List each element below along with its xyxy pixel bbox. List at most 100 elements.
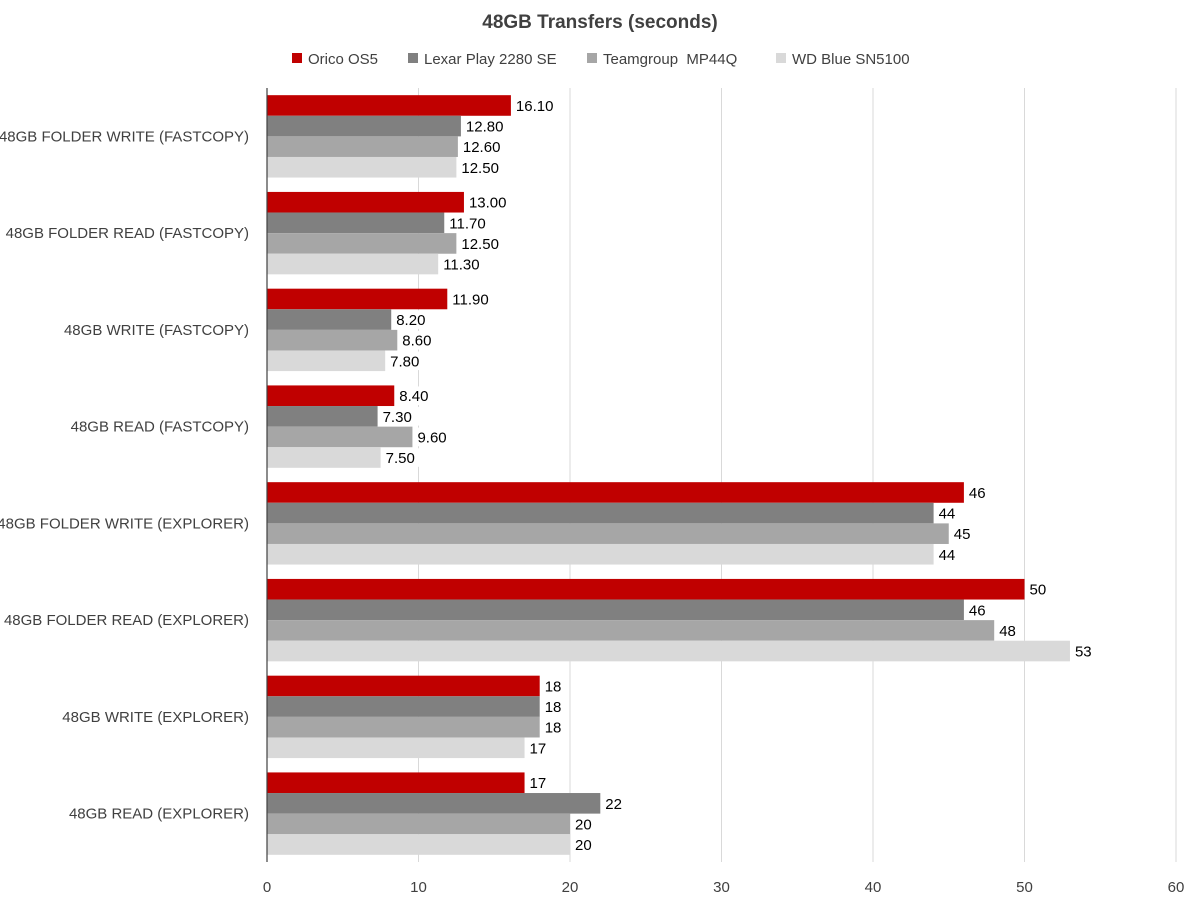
data-label-background bbox=[387, 351, 428, 371]
data-label: 11.90 bbox=[452, 291, 488, 308]
data-label-background bbox=[935, 503, 959, 523]
data-label-background bbox=[526, 738, 550, 758]
legend-swatch bbox=[776, 53, 786, 63]
data-label-background bbox=[541, 676, 565, 696]
data-label: 45 bbox=[954, 526, 971, 543]
data-label-background bbox=[393, 310, 434, 329]
x-tick-label: 20 bbox=[562, 879, 579, 896]
data-label-background bbox=[965, 483, 990, 502]
legend-label: WD Blue SN5100 bbox=[792, 51, 910, 68]
legend-swatch bbox=[408, 53, 418, 63]
data-label: 46 bbox=[969, 485, 986, 502]
category-label: 48GB FOLDER WRITE (EXPLORER) bbox=[0, 515, 249, 532]
bar bbox=[267, 543, 934, 565]
x-tick-label: 30 bbox=[713, 879, 730, 896]
data-label: 44 bbox=[939, 506, 956, 523]
bar bbox=[267, 599, 964, 621]
data-label: 12.60 bbox=[463, 139, 501, 156]
data-label: 11.30 bbox=[443, 257, 479, 274]
legend: Orico OS5 Lexar Play 2280 SE Teamgroup MP4… bbox=[292, 51, 910, 68]
data-label-background bbox=[512, 96, 562, 115]
data-label: 46 bbox=[969, 602, 986, 619]
legend-swatch bbox=[292, 53, 302, 63]
bar bbox=[267, 482, 964, 503]
data-label-background bbox=[399, 330, 440, 350]
x-tick-labels: 0 10 20 30 40 50 60 bbox=[263, 879, 1185, 896]
data-label: 18 bbox=[545, 699, 562, 716]
data-label-background bbox=[379, 407, 420, 426]
bar bbox=[267, 115, 461, 137]
data-label: 12.50 bbox=[461, 160, 499, 177]
bar bbox=[267, 233, 457, 254]
bar bbox=[267, 578, 1025, 600]
data-label-background bbox=[1026, 579, 1050, 599]
data-label: 7.30 bbox=[383, 409, 412, 426]
bar bbox=[267, 675, 540, 697]
bar bbox=[267, 737, 525, 759]
bar bbox=[267, 426, 413, 448]
bar bbox=[267, 772, 525, 794]
data-label-background bbox=[440, 254, 490, 274]
data-label: 7.50 bbox=[386, 450, 415, 467]
data-label-background bbox=[541, 717, 565, 737]
data-label-background bbox=[414, 427, 455, 447]
data-label: 20 bbox=[575, 816, 592, 833]
bar bbox=[267, 288, 448, 310]
data-label: 12.80 bbox=[466, 119, 504, 136]
bar bbox=[267, 523, 949, 544]
data-label-background bbox=[602, 794, 626, 813]
data-label-background bbox=[458, 157, 508, 177]
bar bbox=[267, 95, 511, 116]
x-tick-label: 60 bbox=[1168, 879, 1185, 896]
x-tick-label: 40 bbox=[865, 879, 882, 896]
x-tick-label: 10 bbox=[410, 879, 427, 896]
bar bbox=[267, 136, 458, 157]
bar bbox=[267, 716, 540, 738]
bars bbox=[267, 95, 1070, 855]
data-label-background bbox=[396, 386, 437, 406]
data-labels: 16.10 12.80 12.60 12.50 13.00 11.70 12.50 11.30… bbox=[379, 96, 1096, 854]
legend-swatch bbox=[587, 53, 597, 63]
data-label-background bbox=[458, 234, 508, 253]
data-label-background bbox=[465, 192, 515, 212]
bar bbox=[267, 212, 445, 234]
bar bbox=[267, 793, 601, 814]
data-label-background bbox=[462, 116, 512, 136]
bar bbox=[267, 329, 398, 351]
data-label-background bbox=[382, 448, 424, 467]
data-label: 50 bbox=[1030, 582, 1047, 599]
data-label: 44 bbox=[939, 547, 956, 564]
data-label: 18 bbox=[545, 720, 562, 737]
bar bbox=[267, 447, 381, 468]
bar bbox=[267, 696, 540, 717]
bar bbox=[267, 406, 378, 427]
category-label: 48GB WRITE (FASTCOPY) bbox=[64, 322, 249, 339]
bar bbox=[267, 620, 995, 641]
data-label: 11.70 bbox=[449, 215, 485, 232]
category-label: 48GB READ (EXPLORER) bbox=[69, 806, 249, 823]
data-label-background bbox=[459, 137, 509, 156]
data-label: 8.20 bbox=[396, 312, 425, 329]
data-label: 20 bbox=[575, 837, 592, 854]
data-label: 8.60 bbox=[402, 333, 431, 350]
bar bbox=[267, 350, 386, 372]
data-label-background bbox=[996, 621, 1020, 640]
bar bbox=[267, 502, 934, 524]
category-label: 48GB FOLDER WRITE (FASTCOPY) bbox=[0, 128, 249, 145]
legend-label: Lexar Play 2280 SE bbox=[424, 51, 557, 68]
data-label: 17 bbox=[530, 775, 547, 792]
bar bbox=[267, 156, 457, 178]
data-label: 8.40 bbox=[399, 388, 428, 405]
category-labels: 48GB FOLDER WRITE (FASTCOPY) 48GB FOLDER … bbox=[0, 128, 249, 822]
data-label: 13.00 bbox=[469, 195, 507, 212]
bar bbox=[267, 834, 570, 855]
data-label: 12.50 bbox=[461, 236, 499, 253]
data-label-background bbox=[965, 600, 990, 620]
data-label-background bbox=[950, 524, 974, 543]
chart-title: 48GB Transfers (seconds) bbox=[482, 12, 717, 33]
data-label-background bbox=[935, 544, 959, 564]
category-label: 48GB WRITE (EXPLORER) bbox=[62, 709, 249, 726]
data-label-background bbox=[572, 835, 596, 854]
